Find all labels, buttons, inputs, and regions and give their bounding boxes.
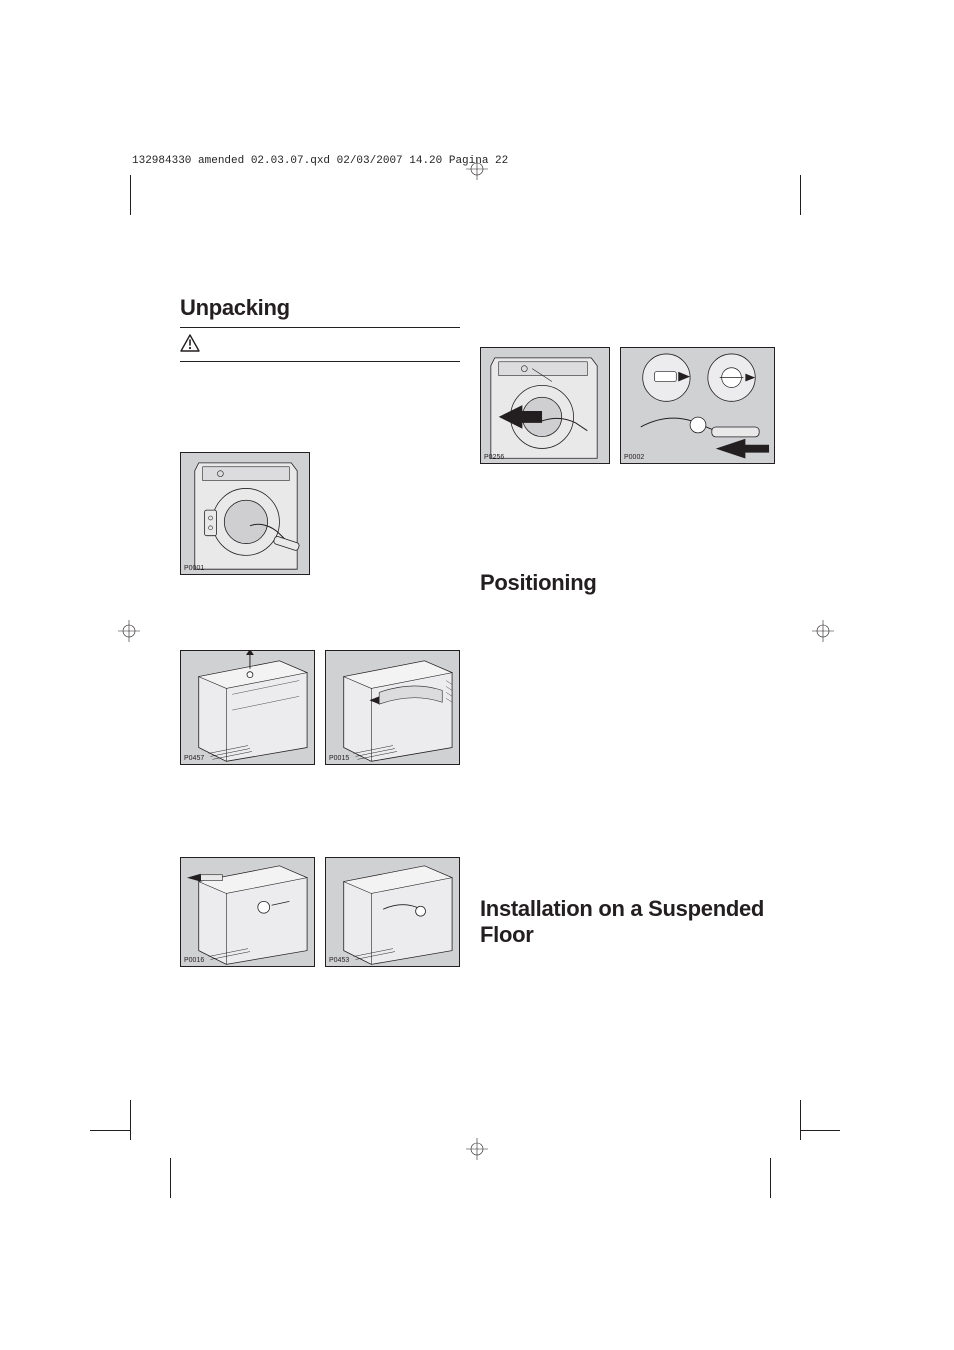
illustration-pair-low: P0016 P0453 [180,857,460,967]
heading-unpacking: Unpacking [180,295,460,321]
illus-code: P0256 [484,454,504,461]
illus-code: P0002 [624,454,644,461]
illustration-detail-callouts: P0002 [620,347,775,464]
right-column: P0256 [480,295,780,954]
trim-tick [800,1100,801,1140]
illustration-front-arrow: P0256 [480,347,610,464]
heading-suspended-floor: Installation on a Suspended Floor [480,896,780,948]
trim-tick [130,1100,131,1140]
illus-code: P0453 [329,957,349,964]
registration-mark-left [118,620,140,642]
print-slug: 132984330 amended 02.03.07.qxd 02/03/200… [132,155,508,167]
illustration-machine-front: P0001 [180,452,310,575]
illustration-back-a: P0457 [180,650,315,765]
trim-tick [770,1158,771,1198]
illus-code: P0015 [329,755,349,762]
left-column: Unpacking [180,295,460,967]
trim-tick [130,175,131,215]
illustration-back-c: P0016 [180,857,315,967]
heading-positioning: Positioning [480,570,780,596]
divider [180,361,460,362]
registration-mark-bottom [466,1138,488,1160]
trim-tick [800,175,801,215]
warning-icon [180,334,200,357]
illus-code: P0001 [184,565,204,572]
trim-tick [800,1130,840,1131]
registration-mark-top [466,158,488,180]
illustration-back-b: P0015 [325,650,460,765]
trim-tick [170,1158,171,1198]
registration-mark-right [812,620,834,642]
illustration-pair-top-right: P0256 [480,347,780,464]
trim-tick [90,1130,130,1131]
illustration-back-d: P0453 [325,857,460,967]
illustration-pair-mid: P0457 [180,650,460,765]
illus-code: P0457 [184,755,204,762]
warning-row [180,328,460,361]
illus-code: P0016 [184,957,204,964]
